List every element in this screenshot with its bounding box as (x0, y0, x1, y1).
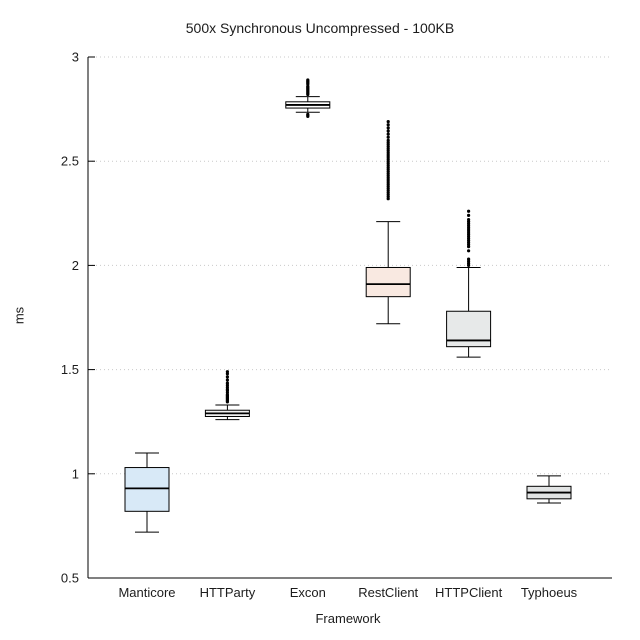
outlier-point (386, 135, 390, 139)
x-category-label: HTTParty (200, 585, 256, 600)
outlier-point (225, 381, 229, 385)
outlier-point (386, 126, 390, 130)
outlier-point (386, 132, 390, 136)
iqr-box (365, 266, 411, 298)
outlier-point (306, 78, 310, 82)
box-typhoeus: Typhoeus (521, 475, 578, 600)
outlier-point (225, 375, 229, 379)
y-tick-label: 2 (72, 258, 79, 273)
outlier-point (467, 257, 471, 261)
y-tick-label: 0.5 (61, 571, 79, 586)
outlier-point (386, 123, 390, 127)
outlier-point (306, 112, 310, 116)
outlier-point (467, 209, 471, 213)
iqr-box (124, 467, 170, 512)
y-tick-label: 1 (72, 466, 79, 481)
x-category-label: HTTPClient (435, 585, 503, 600)
outlier-point (386, 138, 390, 142)
outlier-point (467, 249, 471, 253)
box-restclient: RestClient (358, 120, 419, 600)
x-category-label: Manticore (118, 585, 175, 600)
outlier-point (386, 129, 390, 133)
box-manticore: Manticore (118, 452, 176, 600)
outlier-point (225, 378, 229, 382)
iqr-box (446, 310, 492, 348)
outlier-point (386, 120, 390, 124)
y-tick-label: 3 (72, 50, 79, 65)
outlier-point (467, 213, 471, 217)
x-category-label: Typhoeus (521, 585, 578, 600)
outlier-point (467, 217, 471, 222)
box-excon: Excon (285, 78, 331, 600)
chart-title: 500x Synchronous Uncompressed - 100KB (185, 20, 455, 36)
outlier-point (225, 370, 229, 374)
box-httparty: HTTParty (200, 370, 256, 600)
x-category-label: Excon (290, 585, 326, 600)
y-tick-label: 1.5 (61, 362, 79, 377)
x-category-label: RestClient (358, 585, 418, 600)
x-axis-label: Framework (315, 611, 381, 626)
box-httpclient: HTTPClient (435, 209, 503, 600)
y-tick-label: 2.5 (61, 154, 79, 169)
